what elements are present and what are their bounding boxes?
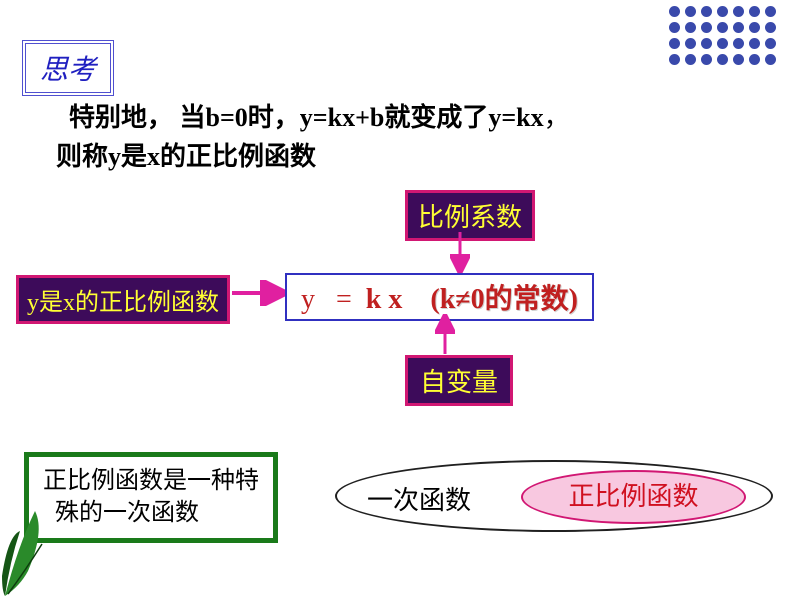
green-line2: 殊的一次函数 [55, 500, 199, 526]
box-coefficient: 比例系数 [405, 190, 535, 241]
arrow-up-bottom [435, 314, 455, 358]
box-proportional-text: y是x的正比例函数 [27, 290, 219, 316]
formula-x: x [388, 284, 402, 315]
venn-inner: 正比例函数 [521, 470, 746, 524]
formula-k: k [366, 284, 382, 315]
slide: 思考 特别地， 当b=0时，y=kx+b就变成了y=kx， 则称y是x的正比例函… [0, 0, 794, 596]
body-line2: 则称y是x的正比例函数 [56, 142, 316, 171]
body-text: 特别地， 当b=0时，y=kx+b就变成了y=kx， 则称y是x的正比例函数 [56, 98, 734, 176]
corner-dots [669, 6, 776, 70]
arrow-down-top [450, 232, 470, 276]
green-line1: 正比例函数是一种特 [43, 468, 259, 494]
body-tail: ， [544, 103, 570, 132]
title-text: 思考 [40, 55, 96, 86]
venn-outer: 一次函数 正比例函数 [335, 460, 773, 532]
body-mid: 当b=0时， [180, 103, 300, 132]
box-variable-text: 自变量 [420, 368, 498, 397]
box-proportional-label: y是x的正比例函数 [16, 275, 230, 324]
formula-eq: = [336, 284, 352, 315]
title-box: 思考 [22, 40, 114, 96]
body-prefix: 特别地， [69, 103, 173, 132]
box-variable: 自变量 [405, 355, 513, 406]
leaf-icon [0, 476, 60, 596]
formula-cond: (k≠0的常数) [430, 284, 578, 315]
venn-inner-label: 正比例函数 [568, 482, 698, 511]
green-note-box: 正比例函数是一种特 殊的一次函数 [24, 452, 278, 543]
arrow-right [232, 280, 286, 306]
venn-outer-label: 一次函数 [367, 480, 471, 517]
box-coefficient-text: 比例系数 [418, 203, 522, 232]
formula-y: y [301, 284, 315, 315]
body-formula: y=kx+b就变成了y=kx [300, 103, 544, 132]
